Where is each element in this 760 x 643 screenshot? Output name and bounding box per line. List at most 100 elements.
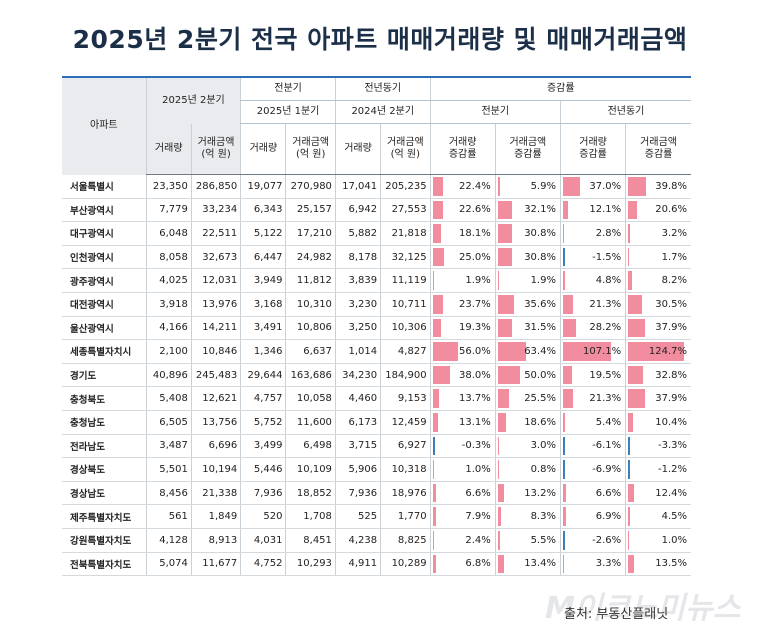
value-cell: 19,077 [240,174,286,199]
header-amount-rate-year: 거래금액 증감률 [625,123,691,175]
value-cell: 13,976 [190,292,241,317]
value-cell: 4,025 [145,268,192,293]
region-name: 인천광역시 [62,245,147,270]
rate-bar [562,483,566,503]
rate-cell: 18.1% [429,221,496,246]
header-amount-q2-2024: 거래금액 (억 원) [380,123,431,175]
rate-bar [432,318,442,338]
value-cell: 27,553 [380,198,431,223]
rate-value: 6.6% [595,487,622,499]
rate-cell: 39.8% [625,174,691,199]
rate-cell: 107.1% [559,339,626,364]
value-cell: 3,230 [334,292,381,317]
rate-value: 3.3% [595,558,622,570]
rate-cell: 19.5% [559,363,626,388]
rate-value: -3.3% [657,440,687,452]
table-row: 충청남도 6,505 13,756 5,752 11,600 6,173 12,459 13.… [62,410,691,435]
rate-value: 30.8% [524,251,556,263]
value-cell: 8,451 [285,528,336,553]
value-cell: 10,306 [380,316,431,341]
region-name: 전라남도 [62,434,147,459]
rate-value: 32.8% [655,369,687,381]
table-row: 경상북도 5,501 10,194 5,446 10,109 5,906 10,318 1.0… [62,457,691,482]
value-cell: 3,839 [334,268,381,293]
source-note: 출처: 부동산플래닛 [564,607,669,622]
value-cell: 4,166 [145,316,192,341]
rate-value: 124.7% [648,345,687,357]
rate-bar [628,247,629,267]
rate-value: 5.4% [595,416,622,428]
rate-bar [497,436,500,456]
value-cell: 3,491 [240,316,286,341]
rate-bar [628,271,632,290]
value-cell: 21,818 [380,221,431,246]
value-cell: 18,852 [285,481,336,506]
rate-cell: 37.0% [559,174,626,199]
page-title: 2025년 2분기 전국 아파트 매매거래량 및 매매거래금액 [72,25,688,54]
rate-cell: 124.7% [625,339,691,364]
rate-bar [562,507,567,526]
value-cell: 1,770 [380,504,431,529]
value-cell: 205,235 [380,174,431,199]
value-cell: 1,849 [190,504,241,529]
rate-bar [562,177,580,196]
rate-bar [562,200,569,220]
value-cell: 561 [145,504,192,529]
value-cell: 12,621 [190,386,241,411]
rate-value: 13.2% [524,487,556,499]
rate-cell: 6.9% [559,504,626,529]
value-cell: 6,927 [380,434,431,459]
rate-bar [432,294,444,314]
value-cell: 14,211 [190,316,241,341]
header-q2-2024: 2024년 2분기 [334,100,431,124]
value-cell: 6,942 [334,198,381,223]
value-cell: 5,074 [145,552,192,577]
rate-bar [432,412,439,432]
rate-value: 8.2% [661,275,687,287]
rate-value: 7.9% [465,511,491,523]
rate-bar [628,365,643,385]
rate-cell: 21.3% [559,292,626,317]
value-cell: 6,637 [285,339,336,364]
rate-value: 13.7% [458,393,491,405]
rate-value: 21.3% [589,298,622,310]
rate-value: 38.0% [458,369,491,381]
value-cell: 32,673 [190,245,241,270]
header-change: 증감률 [429,76,691,101]
rate-bar [497,294,514,314]
value-cell: 525 [334,504,381,529]
value-cell: 4,238 [334,528,381,553]
region-name: 대구광역시 [62,221,147,246]
rate-bar [497,389,510,408]
rate-bar [562,224,565,243]
rate-bar [562,412,566,432]
rate-value: 1.0% [661,534,687,546]
value-cell: 11,600 [285,410,336,435]
value-cell: 184,900 [380,363,431,388]
rate-cell: 25.5% [494,386,561,411]
rate-value: 28.2% [589,322,622,334]
rate-bar [497,365,521,385]
value-cell: 9,153 [380,386,431,411]
header-corner: 아파트 [62,76,147,175]
value-cell: 12,031 [190,268,241,293]
rate-value: 50.0% [524,369,556,381]
rate-cell: 37.9% [625,386,691,411]
region-name: 세종특별자치시 [62,339,147,364]
value-cell: 11,677 [190,552,241,577]
rate-cell: 5.9% [494,174,561,199]
transaction-table: 아파트 2025년 2분기 전분기 전년동기 증감률 2025년 1분기 202… [62,76,691,577]
value-cell: 4,757 [240,386,286,411]
rate-value: 1.7% [661,251,687,263]
rate-cell: 3.3% [559,552,626,577]
rate-bar [562,247,565,267]
rate-bar [628,412,633,432]
rate-cell: 3.2% [625,221,691,246]
rate-bar [562,342,612,361]
value-cell: 3,487 [145,434,192,459]
rate-bar [628,294,642,314]
rate-value: 22.4% [458,180,491,192]
value-cell: 3,250 [334,316,381,341]
rate-bar [562,318,576,338]
rate-bar [432,483,436,503]
